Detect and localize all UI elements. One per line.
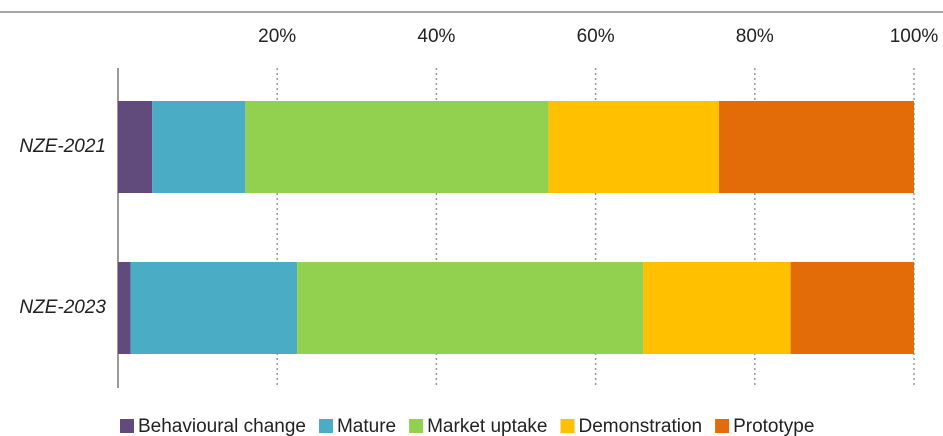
bar-segment	[245, 101, 549, 193]
x-tick-label: 40%	[417, 26, 455, 47]
legend-label: Market uptake	[427, 416, 547, 436]
bar-segment	[790, 262, 914, 354]
category-label: NZE-2023	[19, 297, 106, 318]
x-tick-label: 60%	[577, 26, 615, 47]
legend-swatch	[560, 419, 575, 433]
legend-swatch	[318, 419, 333, 433]
category-label: NZE-2021	[19, 136, 106, 157]
legend-label: Prototype	[733, 416, 814, 436]
legend-label: Behavioural change	[138, 416, 306, 436]
legend-label: Mature	[337, 416, 396, 436]
bar-segment	[130, 262, 298, 354]
x-tick-label: 20%	[258, 26, 296, 47]
legend-swatch	[120, 419, 134, 433]
bar-segment	[152, 101, 246, 193]
bar-segment	[118, 262, 131, 354]
bar-segment	[643, 262, 791, 354]
bar-segment	[548, 101, 719, 193]
x-tick-label: 100%	[890, 26, 939, 47]
legend-label: Demonstration	[579, 416, 703, 436]
x-tick-label: 80%	[736, 26, 774, 47]
legend-swatch	[715, 419, 730, 433]
bar-segment	[718, 101, 914, 193]
legend-swatch	[409, 419, 424, 433]
bar-segment	[297, 262, 644, 354]
bar-segment	[118, 101, 153, 193]
